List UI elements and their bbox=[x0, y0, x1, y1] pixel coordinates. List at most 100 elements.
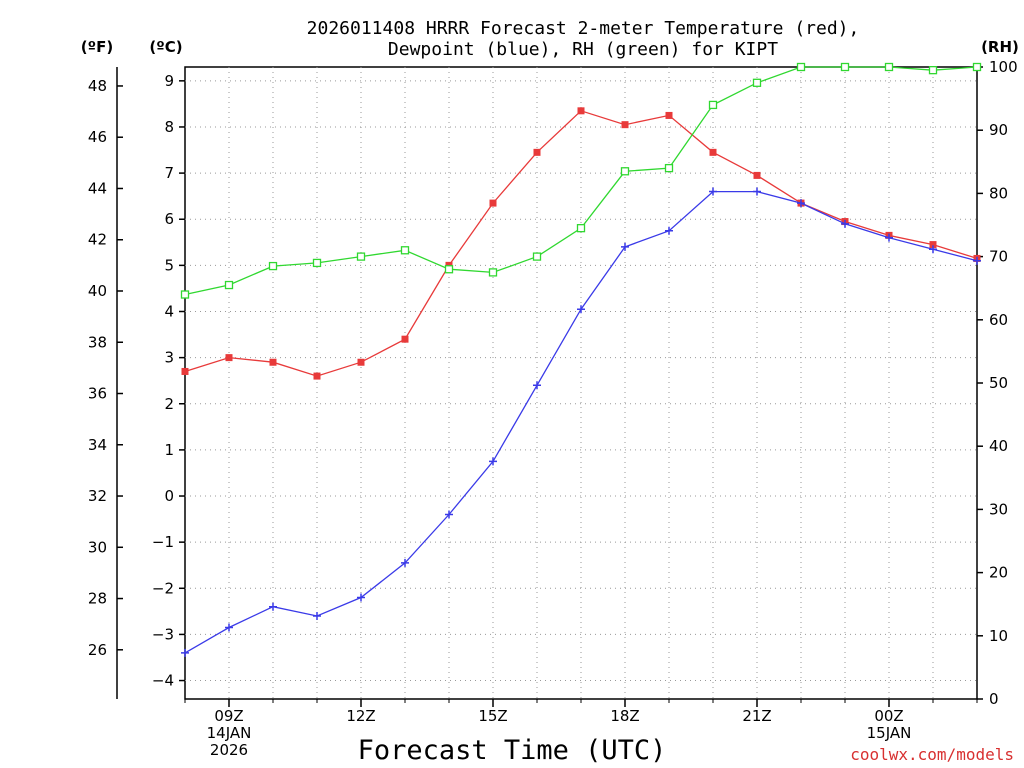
data-point bbox=[533, 381, 541, 390]
series-line bbox=[184, 66, 978, 296]
series-dewpoint bbox=[181, 187, 981, 657]
data-point bbox=[664, 163, 674, 173]
data-point bbox=[269, 358, 277, 366]
celsius-tick-label: −2 bbox=[152, 579, 174, 597]
celsius-tick-label: −1 bbox=[152, 533, 174, 551]
data-point bbox=[972, 62, 982, 72]
series-rh bbox=[180, 62, 982, 299]
rh-tick-label: 0 bbox=[989, 690, 999, 708]
x-tick-label: 2026 bbox=[210, 741, 248, 759]
x-tick-label: 15JAN bbox=[867, 724, 912, 742]
data-point bbox=[357, 593, 365, 602]
data-point bbox=[357, 358, 365, 366]
celsius-tick-label: 2 bbox=[164, 395, 174, 413]
data-point bbox=[973, 256, 981, 265]
x-tick-label: 00Z bbox=[874, 707, 903, 725]
celsius-tick-label: −4 bbox=[152, 672, 174, 690]
rh-tick-label: 30 bbox=[989, 500, 1008, 518]
x-tick-label: 14JAN bbox=[207, 724, 252, 742]
grid-lines bbox=[185, 67, 977, 699]
data-point bbox=[533, 148, 541, 156]
data-point bbox=[929, 245, 937, 254]
data-point bbox=[665, 226, 673, 235]
fahrenheit-unit-label: (ºF) bbox=[81, 38, 113, 56]
data-point bbox=[620, 167, 630, 176]
data-point bbox=[797, 199, 805, 208]
data-point bbox=[401, 558, 409, 567]
series-2-meter-temperature bbox=[181, 107, 981, 380]
fahrenheit-tick-label: 44 bbox=[88, 179, 107, 197]
fahrenheit-tick-label: 30 bbox=[88, 538, 107, 556]
celsius-tick-label: −3 bbox=[152, 625, 174, 643]
rh-tick-label: 40 bbox=[989, 437, 1008, 455]
celsius-tick-label: 9 bbox=[164, 72, 174, 90]
fahrenheit-tick-label: 48 bbox=[88, 77, 107, 95]
rh-tick-label: 20 bbox=[989, 564, 1008, 582]
data-point bbox=[488, 268, 498, 277]
data-point bbox=[225, 623, 233, 632]
fahrenheit-tick-label: 26 bbox=[88, 641, 107, 659]
data-series bbox=[180, 62, 982, 657]
data-point bbox=[181, 648, 189, 657]
data-point bbox=[840, 62, 850, 72]
data-point bbox=[929, 241, 937, 249]
data-point bbox=[400, 246, 410, 255]
data-point bbox=[577, 305, 585, 314]
celsius-tick-label: 8 bbox=[164, 118, 174, 136]
axes: −4−3−2−101234567892628303234363840424446… bbox=[88, 58, 1018, 759]
data-point bbox=[180, 290, 190, 299]
data-point bbox=[841, 219, 849, 228]
chart-title-line2: Dewpoint (blue), RH (green) for KIPT bbox=[388, 39, 778, 60]
x-tick-label: 09Z bbox=[214, 707, 243, 725]
data-point bbox=[796, 62, 806, 72]
fahrenheit-tick-label: 42 bbox=[88, 231, 107, 249]
data-point bbox=[313, 372, 321, 380]
data-point bbox=[444, 265, 454, 274]
celsius-tick-label: 4 bbox=[164, 302, 174, 320]
data-point bbox=[665, 111, 673, 119]
data-point bbox=[312, 258, 322, 268]
fahrenheit-tick-label: 38 bbox=[88, 333, 107, 351]
data-point bbox=[928, 66, 938, 75]
rh-tick-label: 100 bbox=[989, 58, 1018, 76]
data-point bbox=[532, 252, 542, 261]
data-point bbox=[752, 78, 762, 87]
x-tick-label: 21Z bbox=[742, 707, 771, 725]
rh-tick-label: 70 bbox=[989, 248, 1008, 266]
data-point bbox=[224, 280, 234, 290]
data-point bbox=[268, 261, 278, 271]
watermark: coolwx.com/models bbox=[850, 745, 1014, 764]
data-point bbox=[709, 148, 717, 156]
x-tick-label: 18Z bbox=[610, 707, 639, 725]
x-axis-label: Forecast Time (UTC) bbox=[358, 735, 667, 766]
rh-tick-label: 10 bbox=[989, 627, 1008, 645]
celsius-unit-label: (ºC) bbox=[149, 38, 182, 56]
data-point bbox=[181, 367, 189, 375]
rh-tick-label: 90 bbox=[989, 121, 1008, 139]
fahrenheit-tick-label: 36 bbox=[88, 385, 107, 403]
celsius-tick-label: 1 bbox=[164, 441, 174, 459]
data-point bbox=[621, 242, 629, 251]
data-point bbox=[885, 233, 893, 242]
data-point bbox=[401, 335, 409, 343]
fahrenheit-tick-label: 40 bbox=[88, 282, 107, 300]
data-point bbox=[445, 510, 453, 519]
fahrenheit-tick-label: 28 bbox=[88, 590, 107, 608]
celsius-tick-label: 6 bbox=[164, 210, 174, 228]
data-point bbox=[884, 62, 894, 72]
data-point bbox=[489, 457, 497, 466]
rh-tick-label: 60 bbox=[989, 311, 1008, 329]
data-point bbox=[709, 187, 717, 196]
rh-tick-label: 80 bbox=[989, 184, 1008, 202]
data-point bbox=[577, 107, 585, 115]
rh-unit-label: (RH) bbox=[981, 38, 1019, 56]
data-point bbox=[356, 252, 366, 261]
chart-title-line1: 2026011408 HRRR Forecast 2-meter Tempera… bbox=[307, 18, 860, 39]
celsius-tick-label: 7 bbox=[164, 164, 174, 182]
celsius-tick-label: 0 bbox=[164, 487, 174, 505]
celsius-tick-label: 3 bbox=[164, 349, 174, 367]
series-line bbox=[184, 110, 978, 377]
data-point bbox=[753, 187, 761, 196]
fahrenheit-tick-label: 46 bbox=[88, 128, 107, 146]
